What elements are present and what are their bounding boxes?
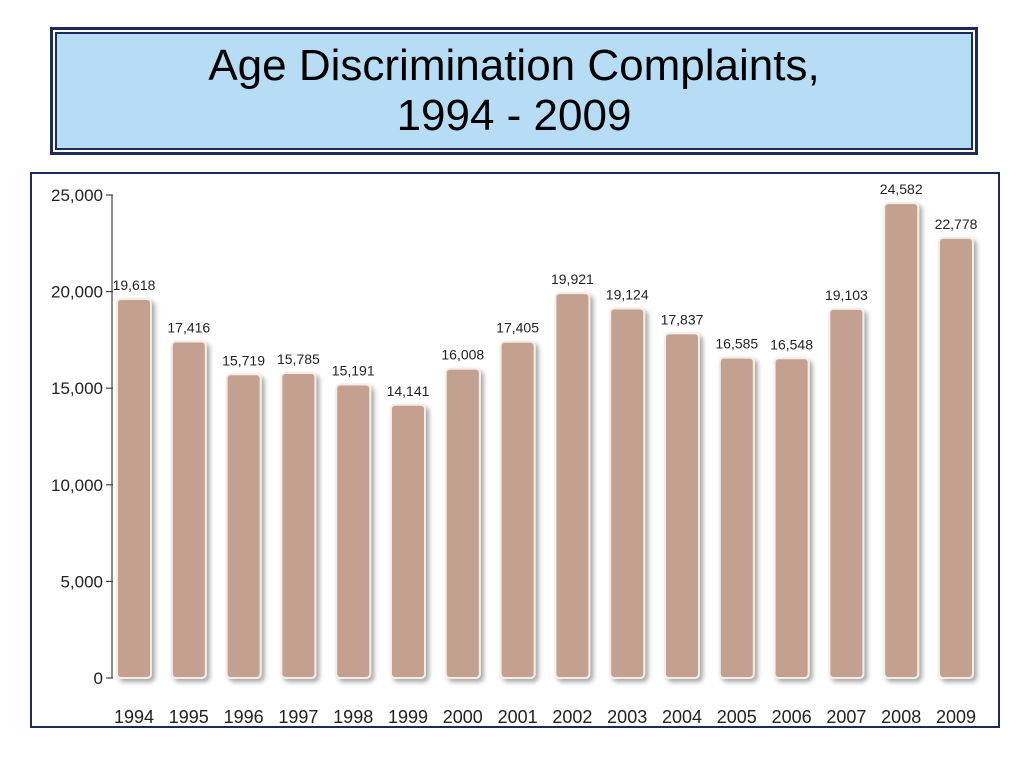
x-tick-label-1996: 1996: [224, 707, 264, 727]
x-tick-label-1994: 1994: [114, 707, 154, 727]
bar-2001: [499, 340, 536, 679]
bar-2005: [718, 356, 755, 679]
x-tick-label-1995: 1995: [169, 707, 209, 727]
x-tick-label-2003: 2003: [607, 707, 647, 727]
x-tick-label-1999: 1999: [388, 707, 428, 727]
value-label-1994: 19,618: [113, 277, 156, 293]
value-label-2003: 19,124: [606, 287, 649, 303]
bar-1996: [225, 373, 262, 679]
value-label-2005: 16,585: [715, 336, 758, 352]
value-label-2009: 22,778: [935, 216, 978, 232]
bar-1994: [116, 297, 152, 679]
x-tick-label-2005: 2005: [717, 707, 757, 727]
y-tick-label: 0: [94, 669, 103, 688]
bar-2006: [773, 357, 810, 679]
value-label-2008: 24,582: [880, 181, 923, 197]
bar-1997: [280, 372, 317, 679]
chart-title-line-1: Age Discrimination Complaints,: [208, 41, 820, 90]
bar-1999: [390, 403, 426, 679]
chart-title-line-2: 1994 - 2009: [396, 91, 632, 140]
bar-2007: [828, 307, 865, 679]
y-tick-label: 10,000: [51, 476, 103, 495]
x-tick-label-2002: 2002: [552, 707, 592, 727]
x-tick-label-2000: 2000: [443, 707, 483, 727]
x-tick-label-2007: 2007: [826, 707, 866, 727]
value-label-2006: 16,548: [770, 336, 813, 352]
value-label-1995: 17,416: [167, 320, 210, 336]
bar-1995: [170, 340, 207, 679]
bar-2000: [444, 367, 481, 679]
x-tick-label-1998: 1998: [333, 707, 373, 727]
y-tick-label: 15,000: [51, 379, 103, 398]
value-label-2002: 19,921: [551, 271, 594, 287]
x-tick-label-2009: 2009: [936, 707, 976, 727]
bar-2009: [938, 236, 974, 679]
value-label-2007: 19,103: [825, 287, 868, 303]
value-label-1997: 15,785: [277, 351, 320, 367]
x-tick-label-2006: 2006: [772, 707, 812, 727]
value-label-2001: 17,405: [496, 320, 539, 336]
bar-2002: [554, 292, 591, 679]
bar-2004: [664, 332, 700, 679]
value-label-2000: 16,008: [441, 347, 484, 363]
bar-2008: [883, 202, 920, 679]
x-tick-label-2008: 2008: [881, 707, 921, 727]
x-tick-label-2001: 2001: [498, 707, 538, 727]
x-tick-label-2004: 2004: [662, 707, 702, 727]
value-label-1996: 15,719: [222, 352, 265, 368]
value-label-1999: 14,141: [387, 383, 430, 399]
y-tick-label: 25,000: [51, 186, 103, 205]
title-box: Age Discrimination Complaints, 1994 - 20…: [50, 27, 978, 155]
bar-2003: [609, 307, 646, 679]
x-tick-label-1997: 1997: [278, 707, 318, 727]
value-label-1998: 15,191: [332, 363, 375, 379]
y-tick-label: 5,000: [60, 572, 103, 591]
y-tick-label: 20,000: [51, 283, 103, 302]
value-label-2004: 17,837: [661, 311, 704, 327]
bar-1998: [335, 383, 372, 679]
